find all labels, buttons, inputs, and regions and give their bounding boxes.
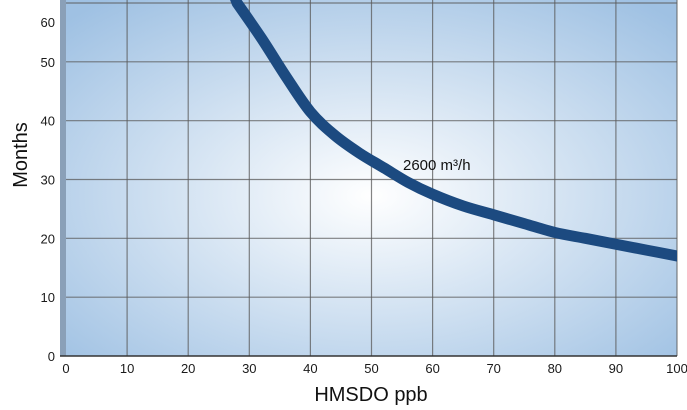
x-tick-label: 80	[548, 361, 562, 376]
y-tick-label: 60	[41, 15, 55, 30]
y-axis-title: Months	[10, 122, 32, 188]
y-tick-label: 0	[48, 349, 55, 364]
x-tick-label: 50	[364, 361, 378, 376]
x-tick-label: 100	[666, 361, 687, 376]
x-axis-title: HMSDO ppb	[314, 384, 427, 406]
x-tick-label: 70	[486, 361, 500, 376]
x-tick-label: 20	[181, 361, 195, 376]
grid	[66, 0, 678, 356]
y-tick-label: 10	[41, 290, 55, 305]
y-tick-label: 20	[41, 231, 55, 246]
x-tick-labels: 0 10 20 30 40 50 60 70 80 90 100	[62, 361, 687, 376]
x-tick-label: 60	[425, 361, 439, 376]
x-tick-label: 0	[62, 361, 69, 376]
curve-layer	[230, 0, 677, 262]
left-frame-band	[60, 0, 66, 356]
y-tick-label: 50	[41, 55, 55, 70]
x-tick-label: 40	[303, 361, 317, 376]
x-tick-label: 10	[120, 361, 134, 376]
x-tick-label: 90	[609, 361, 623, 376]
y-tick-label: 30	[41, 173, 55, 188]
curve-annotation: 2600 m³/h	[403, 157, 471, 174]
y-tick-labels: 0 10 20 30 40 50 60	[41, 15, 55, 364]
x-tick-label: 30	[242, 361, 256, 376]
series-line	[230, 0, 677, 262]
y-tick-label: 40	[41, 114, 55, 129]
